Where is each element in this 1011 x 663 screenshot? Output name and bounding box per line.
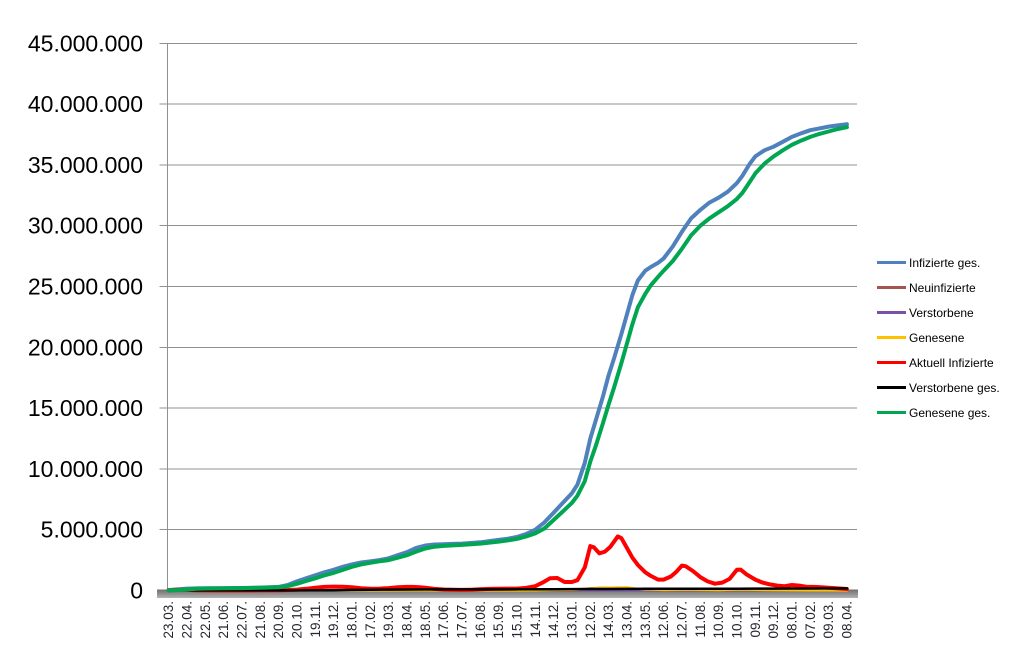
legend-label: Neuinfizierte xyxy=(909,280,976,295)
x-axis-label: 15.09. xyxy=(491,601,506,639)
legend-label: Aktuell Infizierte xyxy=(909,355,994,370)
x-axis-label: 09.03. xyxy=(821,601,836,639)
x-axis-label: 13.04. xyxy=(619,601,634,639)
legend-item-neuinfizierte[interactable]: Neuinfizierte xyxy=(877,275,1000,300)
legend-item-verstorbene-ges[interactable]: Verstorbene ges. xyxy=(877,375,1000,400)
y-axis-label: 15.000.000 xyxy=(28,395,143,421)
x-axis-label: 21.08. xyxy=(253,601,268,639)
y-axis-label: 30.000.000 xyxy=(28,213,143,239)
legend-line-swatch xyxy=(877,336,906,339)
series-line-aktuell-infizierte[interactable] xyxy=(166,534,849,593)
series-line-verstorbene-ges[interactable] xyxy=(167,587,849,592)
x-axis-label: 18.05. xyxy=(418,601,433,639)
x-axis-label: 14.12. xyxy=(546,601,561,639)
x-axis-label: 17.06. xyxy=(436,601,451,639)
x-axis-label: 20.09. xyxy=(271,601,286,639)
y-axis-label: 45.000.000 xyxy=(28,30,143,56)
legend-line-swatch xyxy=(877,411,906,414)
x-axis-label: 11.08. xyxy=(693,601,708,638)
x-axis-label: 22.04. xyxy=(179,601,194,639)
x-axis-label: 22.05. xyxy=(198,601,213,639)
x-axis-label: 12.06. xyxy=(656,601,671,639)
y-axis-label: 40.000.000 xyxy=(28,91,143,117)
x-axis-label: 22.07. xyxy=(234,601,249,639)
x-axis-label: 15.10. xyxy=(509,601,524,639)
legend-line-swatch xyxy=(877,261,906,264)
x-axis-label: 16.08. xyxy=(473,601,488,639)
legend-line-swatch xyxy=(877,311,906,314)
x-axis-label: 13.05. xyxy=(638,601,653,639)
x-axis-label: 09.11. xyxy=(748,601,763,638)
x-axis-label: 07.02. xyxy=(803,601,818,639)
x-axis-label: 13.01. xyxy=(564,601,579,639)
x-axis-label: 19.12. xyxy=(326,601,341,639)
x-axis-bar xyxy=(157,589,858,598)
x-axis-label: 17.07. xyxy=(454,601,469,639)
legend-label: Verstorbene ges. xyxy=(909,380,1000,395)
chart-legend: Infizierte ges. Neuinfizierte Verstorbene G… xyxy=(877,250,1000,425)
x-axis-label: 09.12. xyxy=(766,601,781,639)
legend-line-swatch xyxy=(877,361,906,364)
legend-line-swatch xyxy=(877,386,906,389)
x-axis-label: 08.01. xyxy=(784,601,799,639)
y-axis-label: 10.000.000 xyxy=(28,456,143,482)
y-axis-label: 20.000.000 xyxy=(28,334,143,360)
legend-item-genesene[interactable]: Genesene xyxy=(877,325,1000,350)
legend-line-swatch xyxy=(877,286,906,289)
x-axis-label: 17.02. xyxy=(363,601,378,639)
x-axis-label: 12.07. xyxy=(674,601,689,639)
series-line-infizierte-ges[interactable] xyxy=(166,122,849,593)
y-axis-label: 25.000.000 xyxy=(28,274,143,300)
legend-label: Genesene ges. xyxy=(909,405,991,420)
x-axis-label: 10.09. xyxy=(711,601,726,639)
y-axis-label: 0 xyxy=(130,578,143,604)
x-axis-label: 14.03. xyxy=(601,601,616,639)
legend-item-infizierte-ges[interactable]: Infizierte ges. xyxy=(877,250,1000,275)
x-axis-label: 14.11. xyxy=(528,601,543,638)
legend-item-verstorbene[interactable]: Verstorbene xyxy=(877,300,1000,325)
x-axis-label: 10.10. xyxy=(729,601,744,639)
legend-item-aktuell-infizierte[interactable]: Aktuell Infizierte xyxy=(877,350,1000,375)
x-axis-label: 19.03. xyxy=(381,601,396,639)
x-axis-label: 12.02. xyxy=(583,601,598,639)
series-line-genesene-ges[interactable] xyxy=(166,125,849,593)
legend-label: Genesene xyxy=(909,330,965,345)
legend-label: Verstorbene xyxy=(909,305,974,320)
y-axis-label: 5.000.000 xyxy=(41,517,143,543)
x-axis-label: 23.03. xyxy=(161,601,176,639)
legend-item-genesene-ges[interactable]: Genesene ges. xyxy=(877,400,1000,425)
x-axis-label: 18.01. xyxy=(344,601,359,639)
x-axis-label: 21.06. xyxy=(216,601,231,639)
x-axis-label: 19.11. xyxy=(308,601,323,638)
legend-label: Infizierte ges. xyxy=(909,255,981,270)
x-axis-label: 18.04. xyxy=(399,601,414,639)
x-axis-label: 20.10. xyxy=(289,601,304,639)
y-axis-label: 35.000.000 xyxy=(28,152,143,178)
x-axis-label: 08.04. xyxy=(839,601,854,639)
